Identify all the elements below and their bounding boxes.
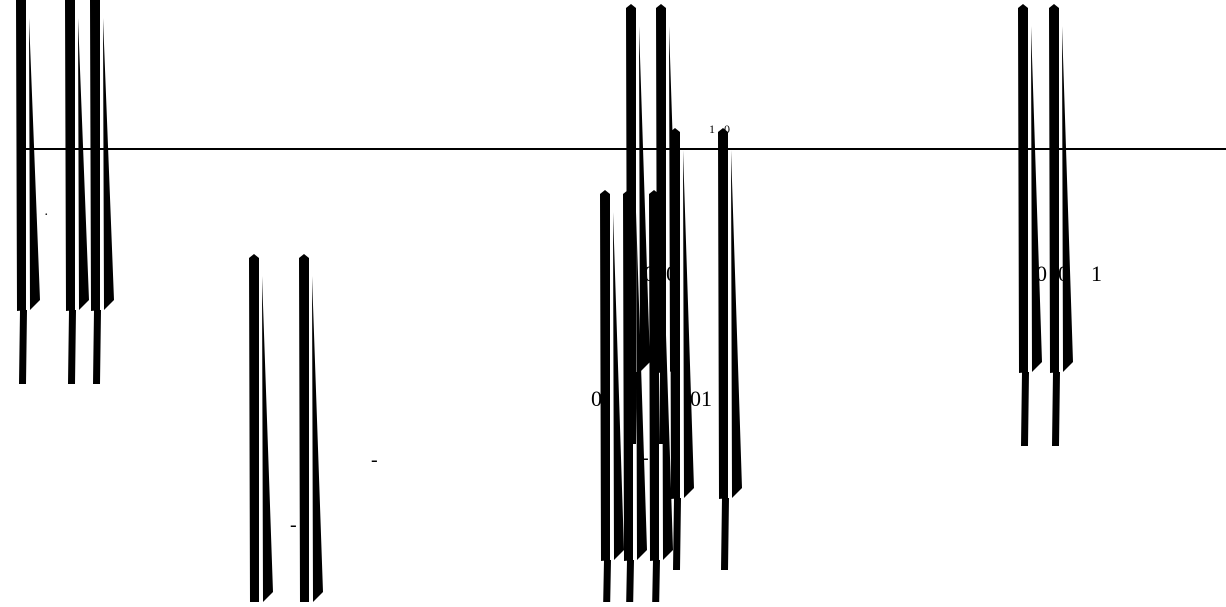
label-zero: 0 xyxy=(672,451,679,466)
label-one-zero: 1 0 xyxy=(709,122,730,136)
spike-stroke xyxy=(670,128,694,570)
label-dash: - xyxy=(371,449,378,471)
label-zero: 0 xyxy=(591,386,602,411)
label-dash: - xyxy=(290,514,297,536)
spike-stroke xyxy=(65,0,89,384)
label-zero-zero: 0 0 xyxy=(644,261,677,286)
label-zero-zero-one: 0 0 1 xyxy=(1036,261,1102,286)
label-dash: - xyxy=(642,447,649,469)
spike-stroke xyxy=(299,254,323,607)
spike-stroke xyxy=(600,190,624,607)
spike-stroke xyxy=(1049,4,1073,446)
spike-stroke xyxy=(16,0,40,384)
label-dots: . . xyxy=(34,204,48,219)
spike-stroke xyxy=(623,190,647,607)
spike-stroke xyxy=(90,0,114,384)
label-zero-one: 01 xyxy=(690,386,712,411)
spike-stroke xyxy=(649,190,673,607)
spike-stroke xyxy=(249,254,273,607)
spike-stroke xyxy=(1018,4,1042,446)
spike-stroke xyxy=(718,128,742,570)
